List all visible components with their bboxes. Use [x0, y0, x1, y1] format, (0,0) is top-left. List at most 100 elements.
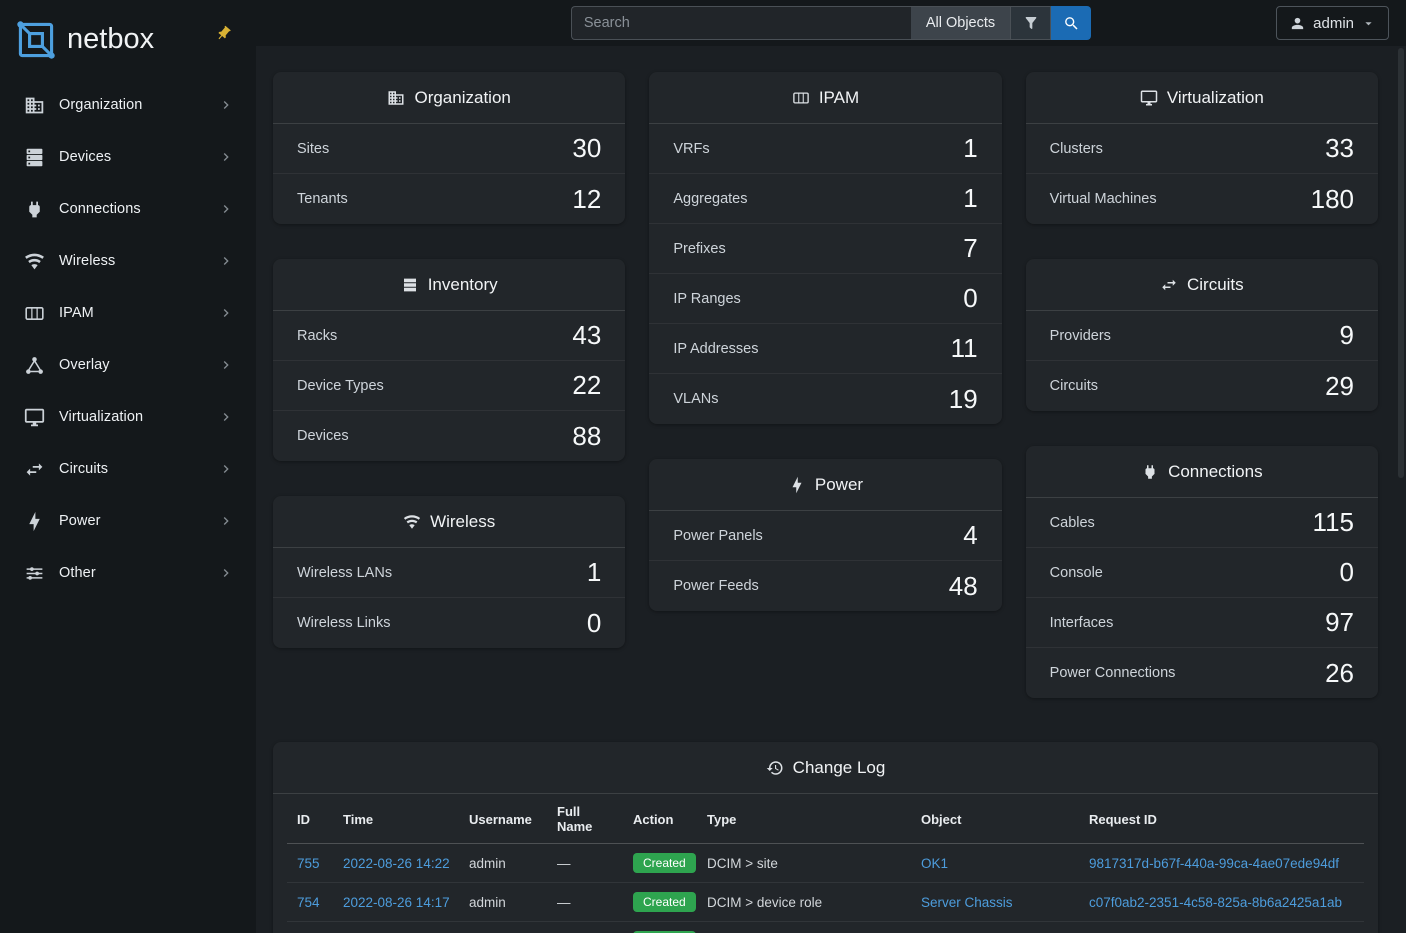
cable-icon: [24, 199, 45, 220]
stat-row-console: Console 0: [1025, 548, 1378, 598]
stat-row-devices: Devices 88: [273, 411, 625, 461]
stat-label: Power Connections: [1049, 665, 1176, 681]
stat-value-tenants[interactable]: 12: [572, 183, 602, 214]
scrollbar-thumb[interactable]: [1398, 48, 1404, 478]
stat-value-ip-addresses[interactable]: 11: [950, 333, 978, 363]
sidebar-item-devices[interactable]: Devices: [0, 131, 256, 183]
stat-value-console[interactable]: 0: [1339, 557, 1354, 587]
stat-label: Device Types: [297, 377, 384, 394]
cell-request-id: 9817317d-b67f-440a-99ca-4ae07ede94df: [1079, 843, 1364, 883]
cell-action: Created: [623, 882, 697, 922]
cell-object: OK1: [911, 843, 1079, 883]
stat-value-prefixes[interactable]: 7: [963, 233, 978, 263]
search-input[interactable]: [570, 6, 911, 40]
stat-value-aggregates[interactable]: 1: [963, 183, 978, 213]
user-name: admin: [1313, 14, 1354, 32]
sidebar-item-circuits[interactable]: Circuits: [0, 443, 256, 495]
stat-row-prefixes: Prefixes 7: [649, 224, 1002, 274]
stat-row-power-panels: Power Panels 4: [649, 511, 1002, 561]
stat-label: Devices: [297, 428, 349, 444]
sidebar-item-connections[interactable]: Connections: [0, 183, 256, 235]
changelog-body: 755 2022-08-26 14:22 admin — Created DCIM > s…: [287, 843, 1364, 933]
stat-value-interfaces[interactable]: 97: [1325, 607, 1354, 637]
user-menu-button[interactable]: admin: [1276, 6, 1389, 40]
object-link[interactable]: OK1: [921, 855, 949, 871]
column-header-username: Username: [459, 794, 547, 844]
cell-id: 754: [287, 882, 333, 922]
stat-value-wireless-links[interactable]: 0: [586, 607, 602, 638]
stat-label: Virtual Machines: [1049, 191, 1157, 207]
changelog-table-wrap: ID Time Username Full Name Action Type Object R…: [273, 794, 1378, 933]
stat-label: Wireless LANs: [297, 564, 393, 581]
cell-type: DCIM > module bay template: [697, 921, 911, 933]
chevron-right-icon: [218, 253, 234, 269]
card-title: Virtualization: [1166, 87, 1264, 107]
column-header-time: Time: [333, 794, 459, 844]
pin-icon[interactable]: [212, 22, 236, 46]
sidebar-item-label: Wireless: [59, 253, 116, 269]
stat-label: Circuits: [1049, 378, 1098, 394]
card-title: Power: [814, 474, 864, 494]
stat-row-providers: Providers 9: [1025, 311, 1378, 361]
sidebar-item-label: Organization: [59, 97, 143, 113]
filter-button[interactable]: [1011, 6, 1052, 40]
stat-value-circuits[interactable]: 29: [1325, 370, 1354, 401]
sidebar-item-label: IPAM: [59, 305, 94, 321]
column-header-id: ID: [287, 794, 333, 844]
cell-username: admin: [459, 843, 547, 883]
stat-row-device-types: Device Types 22: [273, 361, 626, 411]
card-wireless: Wireless Wireless LANs 1 Wireless Links 0: [273, 496, 626, 648]
chevron-right-icon: [218, 357, 234, 373]
time-link[interactable]: 2022-08-26 14:22: [343, 855, 450, 871]
sidebar-item-organization[interactable]: Organization: [0, 79, 256, 131]
history-icon: [766, 759, 784, 777]
sidebar-item-other[interactable]: Other: [0, 547, 256, 599]
chevron-right-icon: [218, 201, 234, 217]
stat-value-cables[interactable]: 115: [1312, 507, 1354, 537]
sidebar-item-ipam[interactable]: IPAM: [0, 287, 256, 339]
stat-label: VRFs: [673, 140, 710, 157]
stat-value-sites[interactable]: 30: [572, 133, 602, 163]
sidebar-item-virtualization[interactable]: Virtualization: [0, 391, 256, 443]
search-submit-button[interactable]: [1051, 6, 1092, 40]
action-badge: Created: [633, 853, 696, 873]
request-id-link[interactable]: 9817317d-b67f-440a-99ca-4ae07ede94df: [1089, 855, 1339, 871]
stat-value-vlans[interactable]: 19: [948, 383, 978, 414]
cell-full-name: —: [547, 882, 623, 922]
sidebar-item-label: Overlay: [59, 357, 110, 373]
stat-value-power-connections[interactable]: 26: [1325, 657, 1354, 688]
request-id-link[interactable]: c07f0ab2-2351-4c58-825a-8b6a2425a1ab: [1089, 894, 1342, 910]
id-link[interactable]: 755: [297, 855, 320, 871]
stat-value-ip-ranges[interactable]: 0: [963, 283, 978, 313]
stat-value-wireless-lans[interactable]: 1: [586, 557, 602, 587]
cell-type: DCIM > device role: [697, 882, 911, 922]
boxes-icon: [401, 276, 419, 294]
cell-object: OnboardAdministrator-2: [911, 921, 1079, 933]
sidebar-item-wireless[interactable]: Wireless: [0, 235, 256, 287]
stat-value-virtual-machines[interactable]: 180: [1310, 183, 1354, 214]
object-type-selector[interactable]: All Objects: [910, 6, 1012, 40]
brand: netbox: [0, 0, 256, 79]
stat-value-providers[interactable]: 9: [1339, 320, 1354, 350]
stat-value-clusters[interactable]: 33: [1325, 133, 1354, 163]
object-link[interactable]: Server Chassis: [921, 894, 1013, 910]
stat-value-vrfs[interactable]: 1: [963, 133, 978, 163]
lightning-icon: [788, 476, 806, 494]
stat-value-devices[interactable]: 88: [572, 420, 602, 451]
chevron-right-icon: [218, 461, 234, 477]
dashboard-column-3: Virtualization Clusters 33 Virtual Machines…: [1025, 72, 1378, 698]
stat-value-device-types[interactable]: 22: [572, 370, 602, 400]
chevron-right-icon: [218, 97, 234, 113]
sidebar-item-overlay[interactable]: Overlay: [0, 339, 256, 391]
stat-value-racks[interactable]: 43: [572, 320, 602, 350]
id-link[interactable]: 754: [297, 894, 320, 910]
sidebar-item-power[interactable]: Power: [0, 495, 256, 547]
stat-value-power-feeds[interactable]: 48: [948, 570, 978, 601]
stat-value-power-panels[interactable]: 4: [963, 520, 978, 550]
changelog-header-row: ID Time Username Full Name Action Type Object R…: [287, 794, 1364, 844]
topbar: All Objects admin: [256, 0, 1406, 46]
time-link[interactable]: 2022-08-26 14:17: [343, 894, 450, 910]
cell-time: 2022-08-26 14:22: [333, 843, 459, 883]
content: Organization Sites 30 Tenants 12 Inventory Rac…: [256, 46, 1406, 933]
stat-row-wireless-lans: Wireless LANs 1: [273, 548, 626, 598]
